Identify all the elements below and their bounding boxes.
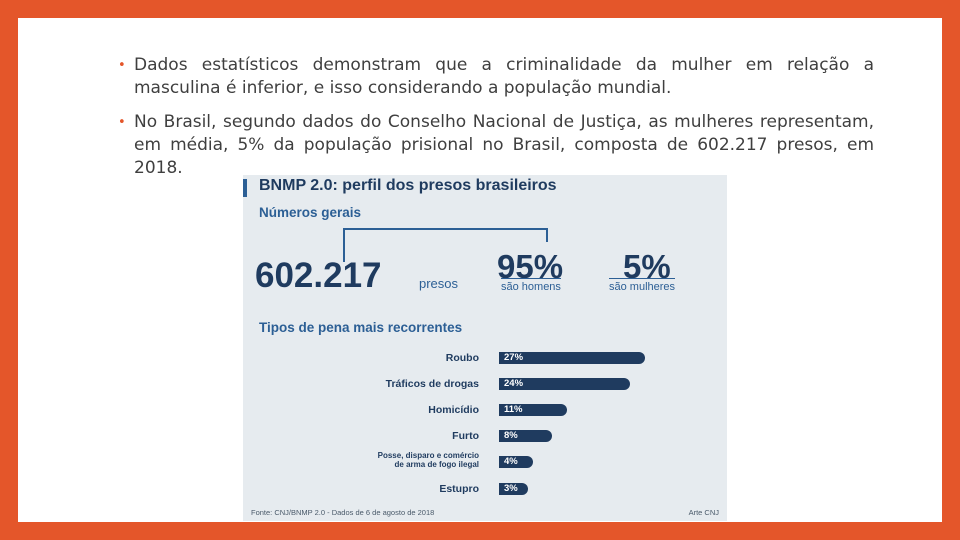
bar-category-label: Estupro: [439, 483, 479, 495]
bar-value-label: 8%: [504, 430, 518, 441]
men-label: são homens: [501, 278, 561, 293]
bar-category-label-line: Homicídio: [428, 404, 479, 416]
women-label: são mulheres: [609, 278, 676, 293]
bracket-connector: [343, 228, 345, 262]
bullet-icon: •: [118, 115, 126, 130]
bar-category-label: Roubo: [445, 352, 479, 364]
bar-category-label: Homicídio: [428, 404, 479, 416]
bar: 24%: [499, 378, 631, 390]
credit-note: Arte CNJ: [688, 508, 719, 517]
bar: 4%: [499, 456, 533, 468]
bracket-line: [343, 228, 548, 242]
infographic-title: BNMP 2.0: perfil dos presos brasileiros: [259, 177, 557, 194]
bar-category-label-line: Tráficos de drogas: [385, 378, 479, 390]
bar: 27%: [499, 352, 645, 364]
bar-category-label-line: Roubo: [445, 352, 479, 364]
source-note: Fonte: CNJ/BNMP 2.0 - Dados de 6 de agos…: [251, 508, 435, 517]
bullet-icon: •: [118, 58, 126, 73]
bar-category-label-line: de arma de fogo ilegal: [394, 460, 479, 469]
title-accent: [243, 179, 247, 197]
bullet-item: • Dados estatísticos demonstram que a cr…: [118, 54, 874, 100]
bullet-item: • No Brasil, segundo dados do Conselho N…: [118, 111, 874, 180]
bar-category-label-line: Furto: [452, 430, 479, 442]
bar-value-label: 11%: [504, 404, 523, 415]
bar-category-label: Tráficos de drogas: [385, 378, 479, 390]
bullet-list: • Dados estatísticos demonstram que a cr…: [118, 54, 874, 191]
bullet-text: No Brasil, segundo dados do Conselho Nac…: [134, 112, 874, 178]
bar: 3%: [499, 483, 528, 495]
infographic: BNMP 2.0: perfil dos presos brasileiros …: [243, 175, 727, 521]
bar-value-label: 27%: [504, 352, 524, 363]
total-label: presos: [419, 276, 459, 291]
section-title-penalties: Tipos de pena mais recorrentes: [259, 320, 463, 335]
bar-category-label: Posse, disparo e comércio de arma de fogo…: [378, 451, 479, 469]
bar-category-label: Furto: [452, 430, 479, 442]
bar-category-label-line: Estupro: [439, 483, 479, 495]
section-title-general: Números gerais: [259, 205, 362, 220]
bar: 11%: [499, 404, 567, 416]
bar-value-label: 3%: [504, 483, 518, 494]
bar: 8%: [499, 430, 553, 442]
bar-value-label: 24%: [504, 378, 524, 389]
bullet-text: Dados estatísticos demonstram que a crim…: [134, 55, 874, 98]
total-prisoners: 602.217: [255, 256, 382, 295]
bar-category-label-line: Posse, disparo e comércio: [377, 451, 479, 460]
bar-value-label: 4%: [504, 456, 518, 467]
